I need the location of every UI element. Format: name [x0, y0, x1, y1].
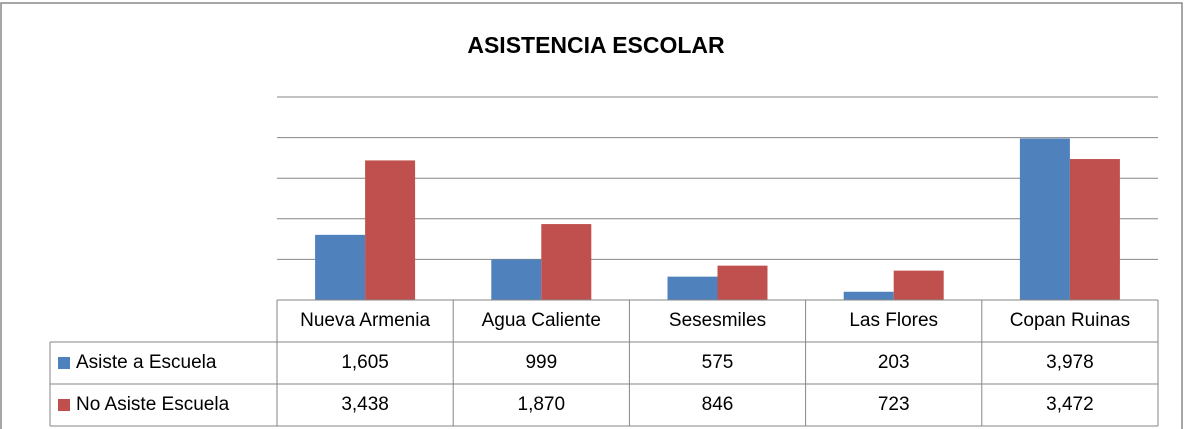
data-label: 723	[878, 394, 910, 415]
legend-key	[58, 357, 70, 369]
data-label: 575	[702, 352, 734, 373]
bar	[541, 224, 592, 300]
bar	[843, 291, 894, 300]
bar	[491, 259, 542, 300]
data-label: 999	[525, 352, 557, 373]
bar	[1019, 138, 1070, 300]
x-tick-label: Nueva Armenia	[300, 310, 430, 331]
x-tick-label: Agua Caliente	[482, 310, 601, 331]
x-tick-label: Las Flores	[849, 310, 938, 331]
bar	[893, 270, 944, 300]
data-label: 846	[702, 394, 734, 415]
bar	[365, 160, 416, 300]
bar	[667, 276, 718, 300]
chart-title: ASISTENCIA ESCOLAR	[467, 32, 725, 58]
x-tick-label: Copan Ruinas	[1010, 310, 1130, 331]
x-tick-label: Sesesmiles	[669, 310, 766, 331]
data-label: 3,472	[1046, 394, 1094, 415]
bar	[717, 265, 768, 300]
data-label: 3,438	[341, 394, 389, 415]
data-label: 3,978	[1046, 352, 1094, 373]
data-label: 1,605	[341, 352, 389, 373]
bar	[1069, 159, 1120, 300]
data-label: 1,870	[518, 394, 566, 415]
legend-label: Asiste a Escuela	[76, 352, 217, 373]
bar	[315, 234, 366, 300]
legend-key	[58, 399, 70, 411]
data-label: 203	[878, 352, 910, 373]
legend-label: No Asiste Escuela	[76, 394, 230, 415]
